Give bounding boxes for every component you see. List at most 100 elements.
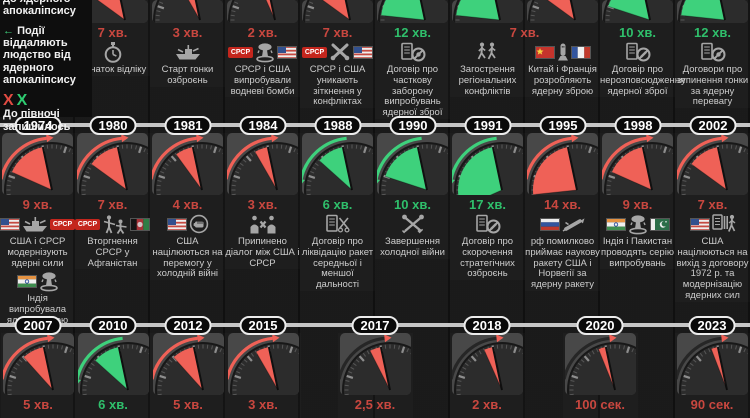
legend-midnight-text: До півночі залишилось — [3, 108, 71, 133]
event-description: Загострення регіональних конфліктів — [458, 64, 517, 97]
event-icons — [539, 213, 586, 235]
running-people-icon — [476, 42, 500, 62]
legend-xx-marks: XX — [3, 92, 89, 110]
year-pill-1991: 1991 — [464, 116, 512, 135]
year-pill-2010: 2010 — [89, 316, 137, 335]
doomsday-clock-2023 — [676, 333, 748, 395]
event-description: рф помилково приймає наукову ракету США … — [525, 236, 600, 291]
minutes-to-midnight-label: 5 хв. — [173, 397, 203, 412]
timeline-row-2007-2023: 5 хв. 6 хв. 5 хв. 3 хв. 2,5 хв. 2 хв. 100 сек.… — [0, 333, 750, 418]
cccp-badge: СРСР — [49, 218, 76, 230]
top-column-1: 3 хв. Старт гонки озброєнь — [150, 0, 225, 87]
event-icons — [366, 413, 384, 418]
doomsday-clock-top-5 — [452, 0, 523, 23]
minutes-to-midnight-label: 3 хв. — [247, 197, 278, 212]
doc-ban-missile-icon — [475, 214, 501, 234]
doomsday-clock-2017 — [339, 333, 411, 395]
minutes-to-midnight-label: 7 хв. — [97, 25, 128, 40]
event-description: Договір про нерозповсюдження ядерної збр… — [600, 64, 686, 97]
event-description: Початок відліку — [78, 64, 147, 75]
year-pill-2020: 2020 — [576, 316, 624, 335]
event-icons — [400, 213, 426, 235]
event-description: СРСР і США випробували водневі бомби — [230, 64, 295, 97]
doomsday-clock-2015 — [227, 333, 299, 395]
flag-usa-icon — [166, 217, 187, 231]
event-icons: СРСР — [301, 41, 374, 63]
top-column-5: 7 хв. Загострення регіональних конфліктів — [450, 0, 539, 97]
bot-column-2012: 5 хв. — [151, 333, 226, 418]
flag-usa-icon — [689, 217, 710, 231]
doomsday-clock-1981 — [152, 133, 223, 195]
mid-column-1995: 14 хв. рф помилково приймає наукову ракет… — [525, 133, 600, 291]
doomsday-clock-top-3 — [302, 0, 373, 23]
doomsday-clock-1974 — [2, 133, 73, 195]
people-swords-icon — [400, 214, 426, 234]
doc-scissors-icon — [325, 214, 351, 234]
flag-usa-icon — [277, 45, 298, 59]
flag-russia-icon — [539, 217, 560, 231]
event-description: США націлюються на перемогу у холодній в… — [152, 236, 223, 280]
event-icons — [534, 41, 591, 63]
year-pill-2007: 2007 — [14, 316, 62, 335]
event-description: Індія і Пакистан проводять серію випробу… — [601, 236, 674, 269]
event-icons: СРСР — [0, 213, 76, 235]
mid-column-1980: 7 хв. СРСР Вторгнення СРСР у Афганістан — [74, 133, 151, 269]
doomsday-clock-top-0 — [77, 0, 148, 23]
event-description: США і СРСР модернізують ядерні сили — [7, 236, 68, 269]
legend: до ядерного апокаліпсису ← Події віддаля… — [0, 0, 92, 133]
missile-diag-icon — [562, 216, 586, 232]
minutes-to-midnight-label: 12 хв. — [394, 25, 431, 40]
minutes-to-midnight-label: 4 хв. — [172, 197, 203, 212]
bot-column-2010: 6 хв. — [76, 333, 151, 418]
event-description: США націлюються на вихід з договору 1972… — [676, 236, 749, 302]
event-icons — [166, 213, 209, 235]
flag-usa-icon — [0, 217, 20, 231]
event-icons — [29, 413, 47, 418]
mid-column-1990: 10 хв. Завершення холодної війни — [375, 133, 450, 259]
bot-column-2023: 90 сек. — [675, 333, 750, 418]
year-pill-1990: 1990 — [389, 116, 437, 135]
bot-column-2017: 2,5 хв. — [338, 333, 413, 418]
mid-column-1988: 6 хв. Договір про ліквідацію ракет середн… — [300, 133, 375, 291]
cccp-badge: СРСР — [301, 46, 328, 58]
mushroom-icon — [628, 214, 648, 235]
event-icons — [476, 41, 500, 63]
top-column-0: 7 хв. Початок відліку — [75, 0, 150, 76]
bot-column-2020: 100 сек. — [563, 333, 638, 418]
minutes-to-midnight-label: 10 хв. — [394, 197, 431, 212]
event-description: Китай і Франція розробляють ядерну зброю — [528, 64, 597, 97]
event-icons — [475, 213, 501, 235]
minutes-to-midnight-label: 17 хв. — [469, 197, 506, 212]
soldiers-icon — [102, 214, 128, 234]
event-description: Договір про ліквідацію ракет середньої і… — [301, 236, 374, 291]
people-x-icon — [250, 214, 276, 234]
event-description: Старт гонки озброєнь — [161, 64, 214, 86]
top-column-6: Китай і Франція розробляють ядерну зброю — [525, 0, 600, 97]
year-pill-2023: 2023 — [688, 316, 736, 335]
year-pill-2012: 2012 — [164, 316, 212, 335]
year-pill-1974: 1974 — [14, 116, 62, 135]
minutes-to-midnight-label: 100 сек. — [575, 397, 625, 412]
year-pill-2002: 2002 — [689, 116, 737, 135]
doomsday-clock-top-8 — [677, 0, 748, 23]
mid-column-1974: 9 хв. СРСР США і СРСР модернізують ядерні … — [0, 133, 76, 327]
minutes-to-midnight-label: 7 хв. — [97, 197, 128, 212]
mid-column-1984: 3 хв. Припинено діалог між США і СРСР — [225, 133, 300, 269]
minutes-to-midnight-label: 9 хв. — [22, 197, 53, 212]
year-pill-1988: 1988 — [314, 116, 362, 135]
cccp-badge: СРСР — [227, 46, 254, 58]
doomsday-clock-2002 — [677, 133, 748, 195]
doc-walk-icon — [711, 214, 736, 234]
mushroom-icon — [255, 42, 275, 63]
year-pill-1998: 1998 — [614, 116, 662, 135]
missile-v-icon — [557, 42, 569, 62]
legend-closer-text: до ядерного апокаліпсису — [3, 0, 89, 18]
flag-france-icon — [570, 45, 591, 59]
event-icons — [179, 413, 197, 418]
top-column-4: 12 хв. Договір про часткову заборону випр… — [375, 0, 450, 119]
timeline-line — [0, 123, 750, 127]
event-icons — [103, 41, 123, 63]
x-green-mark: X — [16, 92, 31, 110]
year-pill-2015: 2015 — [239, 316, 287, 335]
event-icons — [250, 213, 276, 235]
